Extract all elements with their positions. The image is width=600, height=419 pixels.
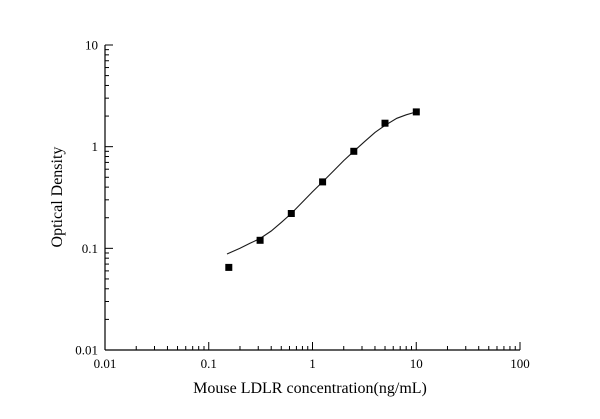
x-tick-label: 10 (410, 356, 423, 371)
data-point-marker (319, 178, 327, 186)
axes: 0.01 0.1 1 10 100 0.01 0.1 1 10 (75, 38, 530, 372)
data-point-marker (225, 263, 233, 271)
x-axis-label: Mouse LDLR concentration(ng/mL) (193, 380, 427, 397)
y-tick-label: 1 (92, 139, 99, 154)
data-point-marker (350, 147, 358, 155)
plot-series (225, 108, 420, 271)
y-tick-label: 0.1 (82, 241, 98, 256)
x-tick-label: 100 (510, 356, 530, 371)
y-axis-label: Optical Density (49, 147, 66, 248)
x-tick-label: 0.1 (201, 356, 217, 371)
x-tick-label: 1 (309, 356, 316, 371)
data-point-marker (287, 210, 295, 217)
data-point-marker (381, 119, 389, 127)
y-tick-label: 0.01 (75, 343, 98, 358)
x-tick-label: 0.01 (94, 356, 117, 371)
data-point-marker (412, 108, 420, 116)
data-point-marker (256, 236, 264, 244)
y-tick-label: 10 (85, 38, 98, 53)
